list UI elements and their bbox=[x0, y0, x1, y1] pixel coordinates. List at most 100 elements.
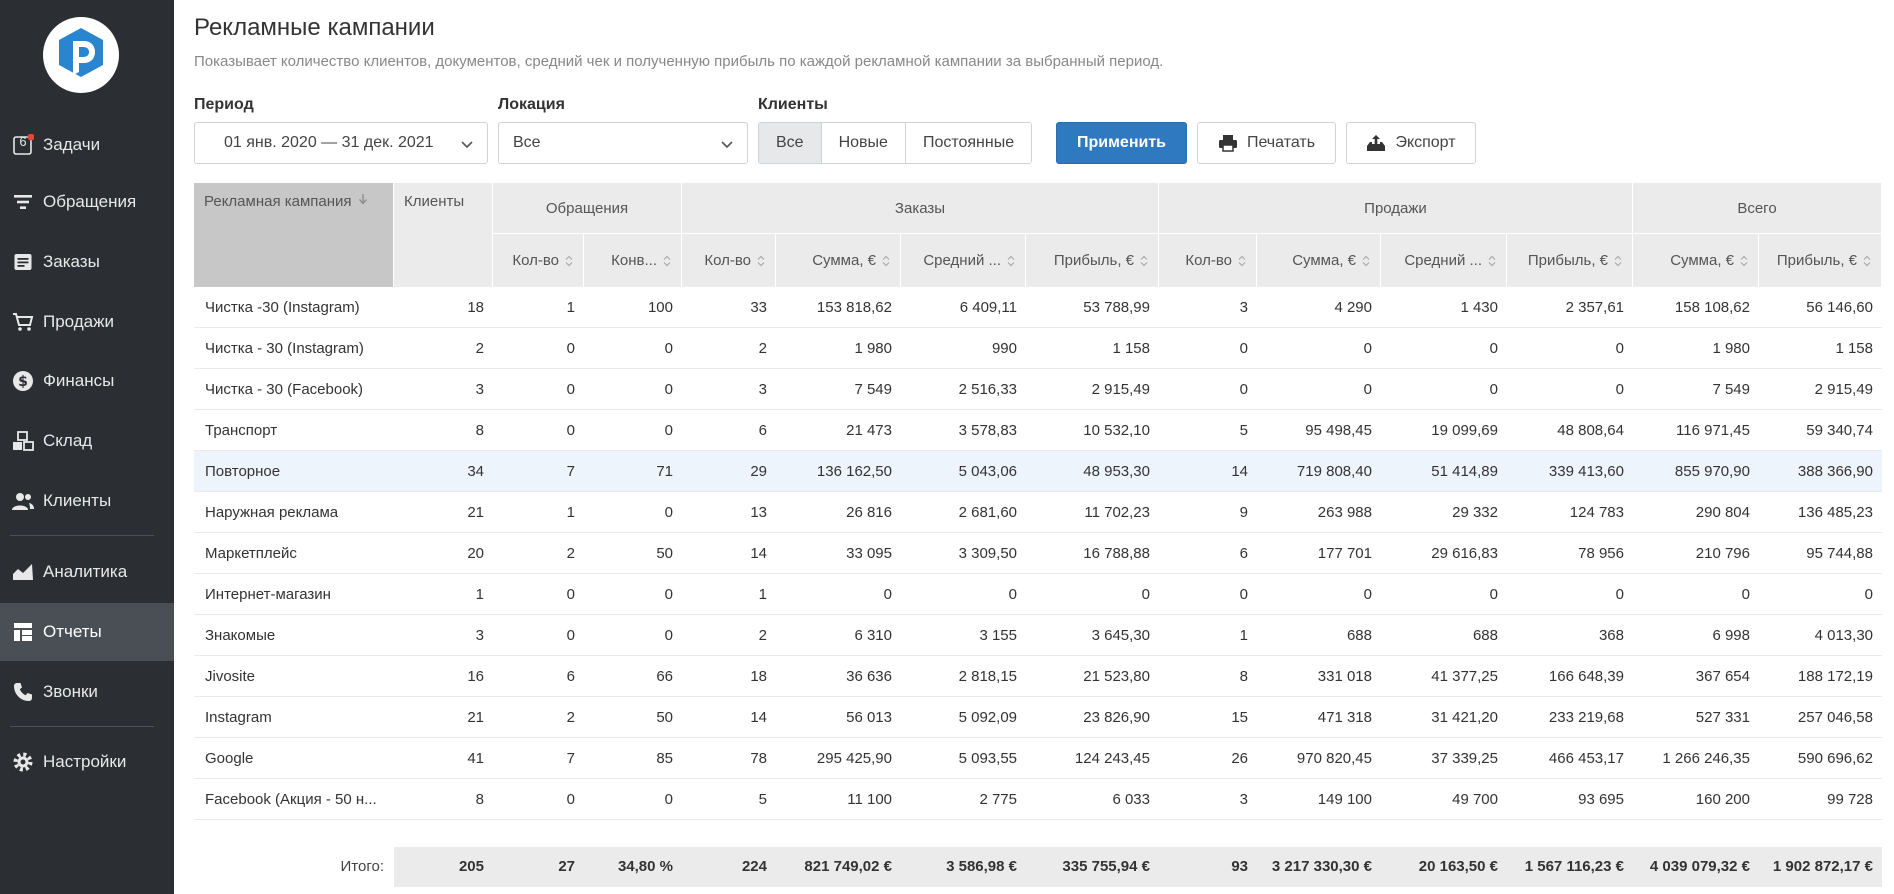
table-row[interactable]: Чистка - 30 (Facebook) 3 0 0 3 7 549 2 516,33 2… bbox=[194, 369, 1882, 410]
clients-option-all[interactable]: Все bbox=[759, 123, 822, 163]
sidebar-item-calls[interactable]: Звонки bbox=[0, 663, 174, 721]
value-cell: 33 bbox=[750, 299, 767, 316]
app-logo[interactable] bbox=[43, 17, 119, 93]
sort-toggle-icon bbox=[1488, 255, 1496, 267]
total-value-cell: 3 217 330,30 € bbox=[1257, 847, 1381, 887]
campaign-name-cell: Jivosite bbox=[205, 668, 256, 685]
sidebar-item-label: Аналитика bbox=[43, 562, 128, 581]
sidebar-item-sales[interactable]: Продажи bbox=[0, 293, 174, 351]
value-cell: 16 bbox=[467, 668, 484, 685]
value-cell: 136 485,23 bbox=[1797, 504, 1873, 521]
col-header-sales-avg[interactable]: Средний ... bbox=[1381, 234, 1507, 287]
print-button[interactable]: Печатать bbox=[1197, 122, 1336, 164]
sidebar-item-settings[interactable]: Настройки bbox=[0, 733, 174, 791]
col-header-sales-sum[interactable]: Сумма, € bbox=[1257, 234, 1381, 287]
sidebar-item-label: Обращения bbox=[43, 192, 137, 211]
value-cell: 23 826,90 bbox=[1083, 709, 1150, 726]
sidebar-item-analytics[interactable]: Аналитика bbox=[0, 543, 174, 601]
value-cell: 590 696,62 bbox=[1797, 750, 1873, 767]
sidebar-item-tasks[interactable]: 6 Задачи bbox=[0, 116, 174, 174]
total-value-cell: 93 bbox=[1159, 847, 1257, 887]
table-row[interactable]: Маркетплейс 20 2 50 14 33 095 3 309,50 16 788,8… bbox=[194, 533, 1882, 574]
table-row[interactable]: Instagram 21 2 50 14 56 013 5 092,09 23 826,90 1… bbox=[194, 697, 1882, 738]
apply-button[interactable]: Применить bbox=[1056, 122, 1187, 164]
value-cell: 78 bbox=[750, 750, 767, 767]
col-group-requests: Обращения bbox=[493, 183, 682, 233]
table-row[interactable]: Наружная реклама 21 1 0 13 26 816 2 681,60 11 7… bbox=[194, 492, 1882, 533]
col-header-total-profit[interactable]: Прибыль, € bbox=[1759, 234, 1882, 287]
campaign-name-cell: Интернет-магазин bbox=[205, 586, 331, 603]
value-cell: 0 bbox=[1363, 381, 1372, 398]
value-cell: 33 095 bbox=[846, 545, 892, 562]
campaign-name-cell: Google bbox=[205, 750, 254, 767]
value-cell: 6 bbox=[1239, 545, 1248, 562]
sidebar-item-reports[interactable]: Отчеты bbox=[0, 603, 174, 661]
col-header-clients: Клиенты bbox=[394, 183, 493, 287]
col-header-total-sum[interactable]: Сумма, € bbox=[1633, 234, 1759, 287]
logo-icon bbox=[59, 28, 103, 77]
sidebar-item-finance[interactable]: $ Финансы bbox=[0, 352, 174, 410]
col-header-orders-avg[interactable]: Средний ... bbox=[901, 234, 1026, 287]
table-row[interactable]: Чистка - 30 (Instagram) 2 0 0 2 1 980 990 1 158… bbox=[194, 328, 1882, 369]
value-cell: 0 bbox=[664, 627, 673, 644]
export-button[interactable]: Экспорт bbox=[1346, 122, 1476, 164]
value-cell: 6 bbox=[566, 668, 575, 685]
value-cell: 0 bbox=[566, 340, 575, 357]
value-cell: 14 bbox=[750, 709, 767, 726]
sort-toggle-icon bbox=[1740, 255, 1748, 267]
clients-label: Клиенты bbox=[758, 96, 828, 113]
col-header-sales-profit[interactable]: Прибыль, € bbox=[1507, 234, 1633, 287]
value-cell: 78 956 bbox=[1578, 545, 1624, 562]
value-cell: 158 108,62 bbox=[1674, 299, 1750, 316]
table-row[interactable]: Facebook (Акция - 50 н... 8 0 0 5 11 100 2 775… bbox=[194, 779, 1882, 820]
table-row[interactable]: Google 41 7 85 78 295 425,90 5 093,55 124 243,4… bbox=[194, 738, 1882, 779]
value-cell: 160 200 bbox=[1695, 791, 1750, 808]
table-row[interactable]: Знакомые 3 0 0 2 6 310 3 155 3 645,30 1 688 688 368… bbox=[194, 615, 1882, 656]
table-row[interactable]: Чистка -30 (Instagram) 18 1 100 33 153 818,62… bbox=[194, 287, 1882, 328]
value-cell: 7 549 bbox=[854, 381, 892, 398]
value-cell: 14 bbox=[1231, 463, 1248, 480]
value-cell: 188 172,19 bbox=[1797, 668, 1873, 685]
value-cell: 49 700 bbox=[1452, 791, 1498, 808]
filter-lines-icon bbox=[12, 191, 34, 213]
value-cell: 367 654 bbox=[1695, 668, 1750, 685]
table-row[interactable]: Транспорт 8 0 0 6 21 473 3 578,83 10 532,10 5 95 … bbox=[194, 410, 1882, 451]
sidebar: 6 Задачи Обращения Заказы Продажи $ Фина… bbox=[0, 0, 174, 894]
value-cell: 21 523,80 bbox=[1083, 668, 1150, 685]
sidebar-item-requests[interactable]: Обращения bbox=[0, 173, 174, 231]
sidebar-item-clients[interactable]: Клиенты bbox=[0, 472, 174, 530]
col-header-orders-count[interactable]: Кол-во bbox=[682, 234, 776, 287]
clients-option-regular[interactable]: Постоянные bbox=[905, 123, 1032, 163]
col-header-orders-profit[interactable]: Прибыль, € bbox=[1026, 234, 1159, 287]
col-header-campaign[interactable]: Рекламная кампания bbox=[194, 183, 394, 287]
sidebar-item-label: Звонки bbox=[43, 682, 98, 701]
value-cell: 4 290 bbox=[1334, 299, 1372, 316]
value-cell: 2 915,49 bbox=[1091, 381, 1150, 398]
clients-option-new[interactable]: Новые bbox=[821, 123, 906, 163]
sidebar-item-warehouse[interactable]: Склад bbox=[0, 412, 174, 470]
sort-toggle-icon bbox=[882, 255, 890, 267]
sidebar-item-orders[interactable]: Заказы bbox=[0, 233, 174, 291]
value-cell: 6 bbox=[758, 422, 767, 439]
value-cell: 233 219,68 bbox=[1548, 709, 1624, 726]
col-header-orders-sum[interactable]: Сумма, € bbox=[776, 234, 901, 287]
value-cell: 95 744,88 bbox=[1806, 545, 1873, 562]
table-row[interactable]: Jivosite 16 6 66 18 36 636 2 818,15 21 523,80 8 3… bbox=[194, 656, 1882, 697]
table-row[interactable]: Повторное 34 7 71 29 136 162,50 5 043,06 48 953… bbox=[194, 451, 1882, 492]
location-select[interactable]: Все bbox=[498, 122, 748, 164]
value-cell: 2 bbox=[758, 627, 767, 644]
col-header-requests-conversion[interactable]: Конв... bbox=[584, 234, 682, 287]
table-row[interactable]: Интернет-магазин 1 0 0 1 0 0 0 0 0 0 0 0 0 bbox=[194, 574, 1882, 615]
value-cell: 3 578,83 bbox=[958, 422, 1017, 439]
col-header-sales-count[interactable]: Кол-во bbox=[1159, 234, 1257, 287]
period-select[interactable]: 01 янв. 2020 — 31 дек. 2021 bbox=[194, 122, 488, 164]
page-title: Рекламные кампании bbox=[194, 14, 435, 41]
value-cell: 166 648,39 bbox=[1548, 668, 1624, 685]
col-header-requests-count[interactable]: Кол-во bbox=[493, 234, 584, 287]
value-cell: 5 bbox=[758, 791, 767, 808]
value-cell: 2 775 bbox=[979, 791, 1017, 808]
value-cell: 331 018 bbox=[1317, 668, 1372, 685]
sidebar-item-label: Отчеты bbox=[43, 622, 102, 641]
total-value-cell: 821 749,02 € bbox=[776, 847, 901, 887]
value-cell: 136 162,50 bbox=[816, 463, 892, 480]
